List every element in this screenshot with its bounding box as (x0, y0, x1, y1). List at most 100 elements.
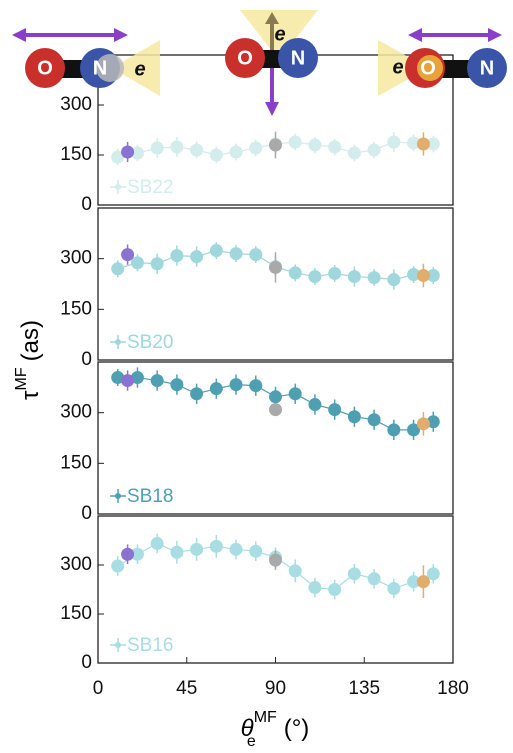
data-point (308, 270, 322, 284)
data-point (150, 374, 164, 388)
data-point (328, 403, 342, 417)
icon-middle: O N e (225, 10, 318, 116)
data-point (269, 138, 282, 152)
data-point (170, 140, 184, 154)
atom-label: O (237, 47, 253, 69)
data-point (367, 143, 381, 157)
y-tick-label: 150 (60, 298, 92, 319)
legend-label: SB18 (127, 486, 173, 507)
data-point (387, 423, 401, 437)
data-point (269, 260, 282, 274)
data-point (111, 559, 125, 573)
data-point (190, 250, 204, 264)
data-point (308, 581, 322, 595)
data-point (367, 271, 381, 285)
data-point (229, 378, 243, 392)
data-point (170, 249, 184, 263)
x-tick-label: 45 (176, 678, 197, 699)
y-tick-label: 0 (81, 349, 92, 370)
data-point (190, 387, 204, 401)
legend-marker (115, 642, 121, 648)
y-axis-label: τMF(as) (13, 320, 44, 400)
icon-right: O N e (378, 28, 507, 96)
y-tick-label: 300 (60, 402, 92, 423)
y-tick-label: 0 (81, 652, 92, 673)
legend-marker (115, 184, 121, 190)
data-point (426, 415, 440, 429)
data-point (130, 146, 144, 160)
data-point (111, 262, 125, 276)
data-point (111, 150, 125, 164)
y-label: τMF(as) (13, 320, 44, 400)
y-tick-label: 300 (60, 94, 92, 115)
atom-label: O (420, 57, 436, 79)
data-point (269, 403, 282, 417)
plot-frame (97, 207, 454, 361)
atom-label: N (93, 57, 107, 79)
data-point (209, 244, 223, 258)
y-tick-label: 150 (60, 603, 92, 624)
data-point (387, 135, 401, 149)
y-tick-label: 300 (60, 554, 92, 575)
data-point (170, 545, 184, 559)
data-point (387, 582, 401, 596)
data-point (347, 270, 361, 284)
electron-label: e (134, 58, 145, 80)
y-tick-label: 150 (60, 144, 92, 165)
data-point (308, 398, 322, 412)
legend-label: SB16 (127, 635, 173, 656)
data-point (209, 539, 223, 553)
data-point (416, 417, 430, 431)
data-point (150, 536, 164, 550)
data-point (229, 542, 243, 556)
data-point (328, 140, 342, 154)
data-point (229, 247, 243, 261)
data-point (387, 273, 401, 287)
data-point (130, 371, 144, 385)
icon-left: O N e (12, 28, 160, 96)
data-point (170, 378, 184, 392)
data-point (288, 266, 302, 280)
data-point (130, 256, 144, 270)
atom-label: O (37, 57, 53, 79)
y-tick-label: 150 (60, 452, 92, 473)
data-point (426, 567, 440, 581)
data-point (130, 547, 144, 561)
x-tick-label: 180 (437, 678, 469, 699)
electron-label: e (274, 23, 285, 45)
y-tick-label: 0 (81, 194, 92, 215)
data-point (121, 547, 135, 561)
x-tick-label: 135 (348, 678, 380, 699)
plots: 0 150 300 SB22 0 150 300 SB20 0 150 300 SB18 0 150 300… (60, 54, 469, 699)
data-point (288, 564, 302, 578)
data-point (416, 269, 430, 283)
data-point (249, 379, 263, 393)
x-tick-label: 0 (93, 678, 104, 699)
data-point (407, 575, 421, 589)
data-point (347, 567, 361, 581)
data-point (426, 137, 440, 151)
data-point (347, 410, 361, 424)
y-tick-label: 0 (81, 503, 92, 524)
data-point (111, 371, 125, 385)
legend-marker (115, 339, 121, 345)
data-point (209, 382, 223, 396)
data-point (249, 141, 263, 155)
data-point (416, 137, 430, 151)
data-point (328, 267, 342, 281)
legend-label: SB22 (127, 177, 173, 198)
electron-label: e (392, 56, 403, 78)
data-point (121, 145, 135, 159)
data-point (367, 572, 381, 586)
data-point (249, 248, 263, 262)
data-point (249, 544, 263, 558)
data-point (288, 387, 302, 401)
data-point (407, 423, 421, 437)
legend-marker (115, 493, 121, 499)
data-point (121, 374, 135, 388)
data-point (209, 148, 223, 162)
data-point (190, 542, 204, 556)
data-point (269, 553, 282, 567)
legend-label: SB20 (127, 332, 173, 353)
data-point (229, 145, 243, 159)
